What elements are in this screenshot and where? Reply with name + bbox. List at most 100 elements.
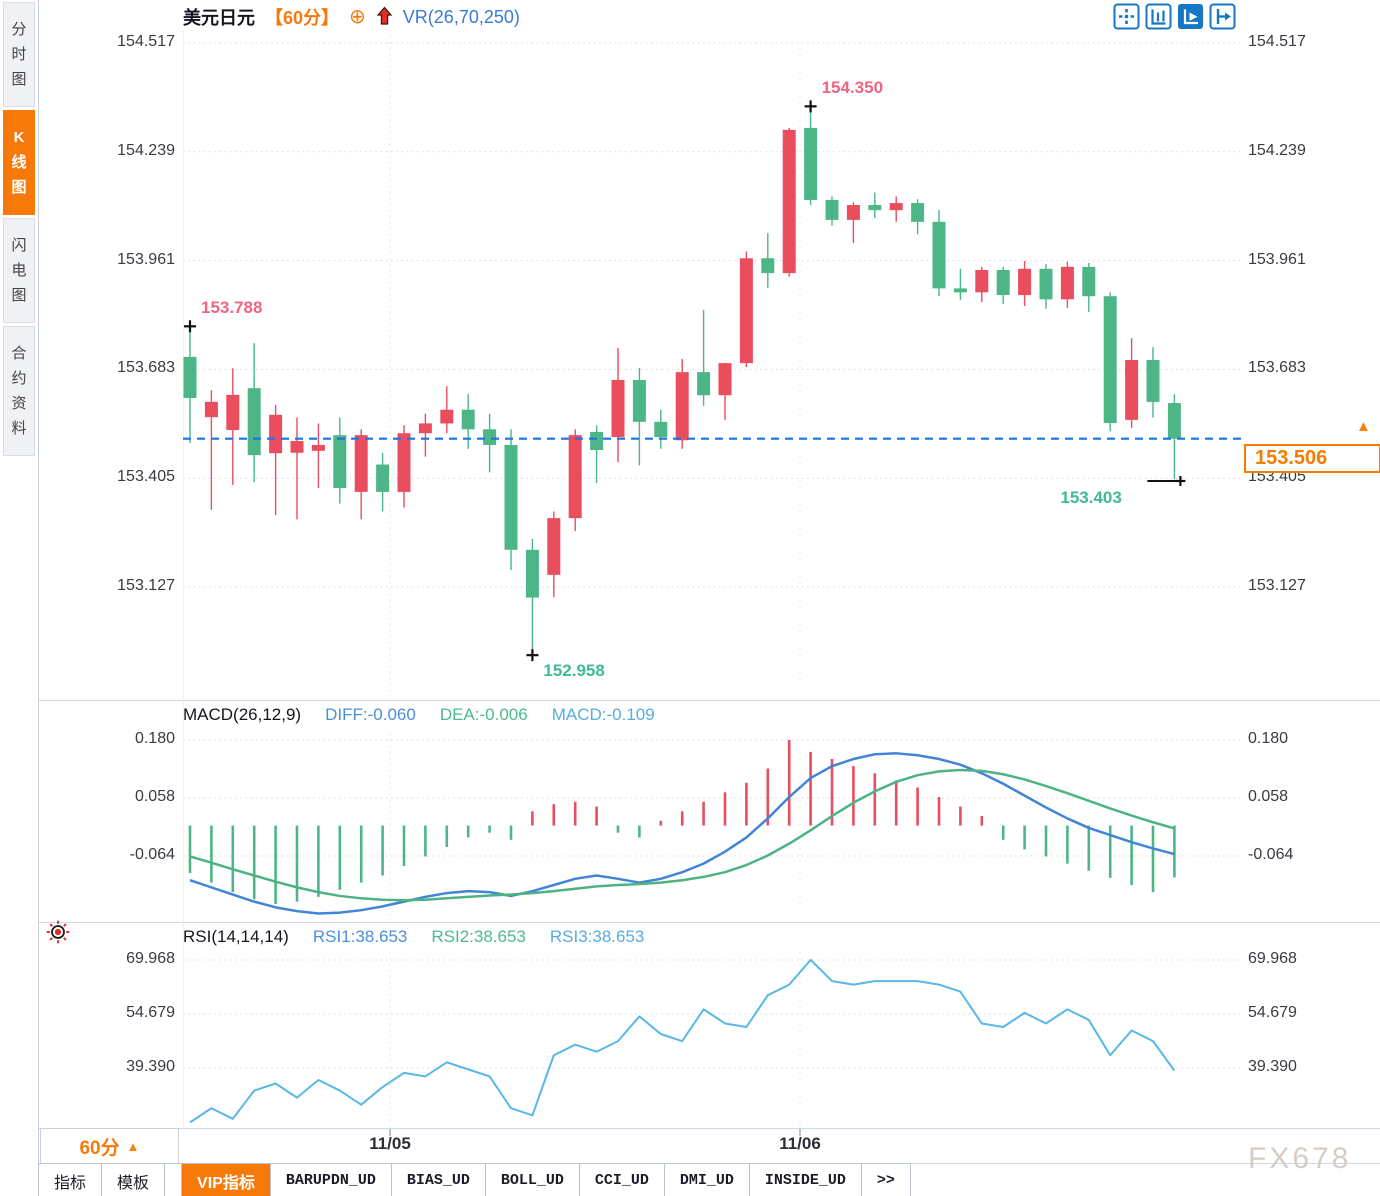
indicator-tab-2[interactable]: VIP指标: [181, 1164, 271, 1196]
indicator-tab-6[interactable]: CCI_UD: [579, 1164, 665, 1196]
candle: [1082, 266, 1096, 297]
price-axis-label-l: 153.683: [117, 359, 175, 377]
exit-chart-icon[interactable]: [1209, 3, 1236, 30]
candle: [547, 518, 561, 575]
low-annotation: 153.403: [1060, 487, 1122, 507]
candle: [996, 269, 1010, 296]
rsi-axis-label-r: 54.679: [1248, 1004, 1297, 1021]
indicator-tab-4[interactable]: BIAS_UD: [391, 1164, 486, 1196]
price-axis-label-r: 154.239: [1248, 141, 1306, 159]
price-axis-label-l: 153.405: [117, 468, 175, 486]
chart-header: 美元日元 【60分】 ⊕ VR(26,70,250): [183, 4, 520, 30]
indicator-tab-3[interactable]: BARUPDN_UD: [270, 1164, 392, 1196]
candle: [1146, 360, 1160, 402]
axis-scale-icon[interactable]: [1145, 3, 1172, 30]
rsi-header: RSI(14,14,14) RSI1:38.653 RSI2:38.653 RS…: [183, 927, 644, 947]
price-axis-label-l: 154.239: [117, 141, 175, 159]
candle: [911, 203, 925, 222]
candle: [461, 409, 475, 430]
pan-crosshair-icon[interactable]: [1113, 3, 1140, 30]
indicator-tab-5[interactable]: BOLL_UD: [485, 1164, 580, 1196]
current-price-tag: 153.506: [1244, 443, 1380, 473]
macd-params: MACD(26,12,9): [183, 705, 302, 724]
rsi-axis-label-r: 39.390: [1248, 1058, 1297, 1075]
price-axis-label-l: 153.127: [117, 577, 175, 594]
candle: [611, 379, 625, 438]
candle: [226, 394, 240, 431]
symbol-name: 美元日元: [183, 8, 255, 28]
macd-axis-label-r: -0.064: [1248, 845, 1294, 863]
price-up-marker-icon: ▲: [1356, 417, 1371, 435]
trend-up-arrow-icon: [376, 6, 393, 28]
candle: [654, 421, 668, 438]
macd-diff-value: DIFF:-0.060: [325, 705, 416, 724]
rsi-axis-label-l: 54.679: [126, 1004, 175, 1021]
sidebar-tab-0[interactable]: 分时图: [3, 2, 35, 107]
indicator-tab-9[interactable]: >>: [861, 1164, 911, 1196]
indicator-tabbar: 指标 模板 VIP指标 BARUPDN_UD BIAS_UD BOLL_UD CCI_UD D…: [38, 1163, 911, 1196]
rsi-params: RSI(14,14,14): [183, 927, 289, 946]
interval-label: 60分: [79, 1137, 120, 1159]
candle: [183, 356, 197, 398]
candle: [953, 288, 967, 293]
add-indicator-icon[interactable]: ⊕: [349, 6, 366, 28]
candle: [397, 433, 411, 492]
interval-selector[interactable]: 60分 ▲: [40, 1128, 179, 1164]
macd-dea-value: DEA:-0.006: [439, 705, 528, 724]
macd-macd-value: MACD:-0.109: [551, 705, 655, 724]
candle: [269, 414, 283, 454]
axis-play-icon[interactable]: [1177, 3, 1204, 30]
candle: [376, 464, 390, 492]
indicator-tab-8[interactable]: INSIDE_UD: [749, 1164, 862, 1196]
candle: [825, 199, 839, 220]
candle: [1039, 268, 1053, 300]
price-axis-label-l: 153.961: [117, 250, 175, 268]
macd-axis-label-r: 0.058: [1248, 787, 1289, 805]
candle: [568, 435, 582, 519]
rsi2-value: RSI2:38.653: [431, 927, 526, 946]
candle: [483, 429, 497, 445]
macd-axis-label-r: 0.180: [1248, 730, 1289, 747]
candle: [868, 205, 882, 211]
price-axis-label-r: 153.961: [1248, 250, 1306, 268]
candle: [846, 205, 860, 220]
rsi-axis-label-r: 69.968: [1248, 950, 1297, 967]
candle: [739, 258, 753, 364]
candle: [975, 269, 989, 293]
candle: [1060, 266, 1074, 300]
sidebar-tab-2[interactable]: 闪电图: [3, 218, 35, 323]
watermark: FX678: [1248, 1142, 1352, 1175]
rsi-axis-label-l: 69.968: [126, 950, 175, 967]
candle: [1125, 360, 1139, 420]
macd-axis-label-l: -0.064: [129, 845, 175, 863]
candle: [590, 432, 604, 451]
candle: [889, 203, 903, 211]
candle: [782, 129, 796, 274]
candle: [675, 372, 689, 441]
candle: [418, 423, 432, 434]
candle: [204, 401, 218, 418]
interval-badge: 【60分】: [265, 8, 340, 28]
high-annotation: 153.788: [201, 298, 263, 318]
indicator-tab-1[interactable]: 模板: [102, 1164, 166, 1196]
interval-dropdown-arrow-icon: ▲: [126, 1138, 140, 1154]
macd-axis-label-l: 0.058: [134, 787, 175, 805]
price-axis-label-r: 153.127: [1248, 577, 1306, 594]
alert-sun-icon[interactable]: [46, 920, 70, 949]
indicator-tab-0[interactable]: 指标: [38, 1164, 103, 1196]
date-label: 11/05: [369, 1134, 411, 1153]
overlay-indicator-label[interactable]: VR(26,70,250): [402, 6, 520, 27]
candle: [440, 409, 454, 424]
candle: [932, 221, 946, 289]
date-label: 11/06: [779, 1134, 821, 1153]
indicator-tab-7[interactable]: DMI_UD: [664, 1164, 750, 1196]
price-axis-label-r: 153.683: [1248, 359, 1306, 377]
sidebar-tab-3[interactable]: 合约资料: [3, 326, 35, 456]
candle: [525, 549, 539, 598]
candle: [1018, 268, 1032, 296]
candle: [1103, 296, 1117, 424]
